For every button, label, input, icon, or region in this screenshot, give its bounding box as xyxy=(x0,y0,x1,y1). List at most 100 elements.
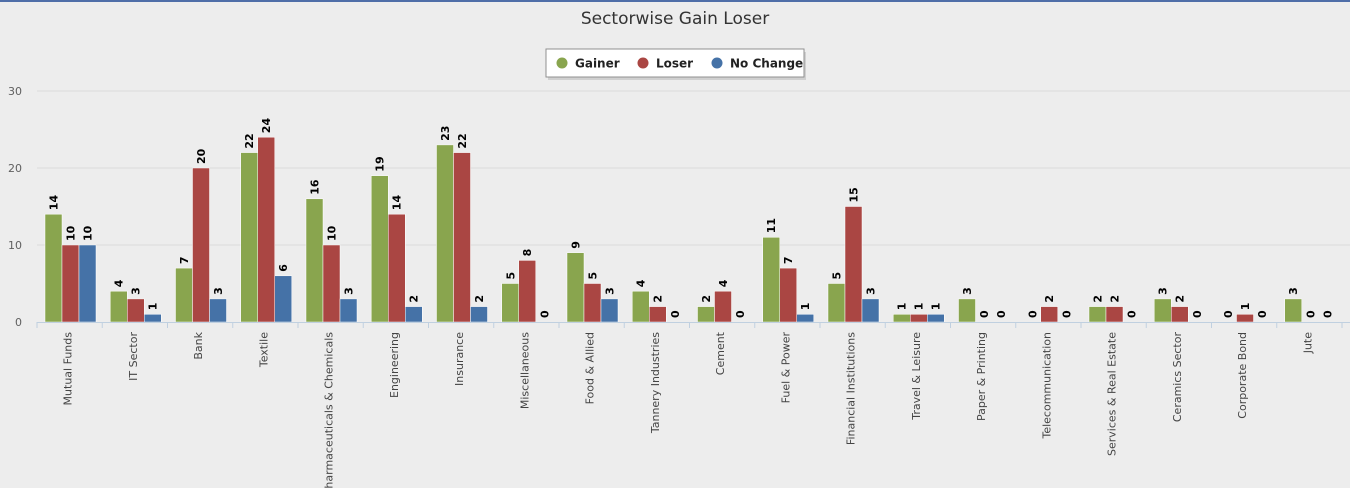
data-label: 4 xyxy=(113,279,126,287)
data-label: 20 xyxy=(195,148,208,164)
bar-loser[interactable] xyxy=(322,244,341,323)
bar-loser[interactable] xyxy=(1171,306,1189,323)
bar-loser[interactable] xyxy=(649,306,667,323)
bar-loser[interactable] xyxy=(453,152,471,323)
data-label: 7 xyxy=(782,256,795,264)
y-tick-label: 20 xyxy=(8,162,22,175)
legend: Gainer Loser No Change xyxy=(545,48,806,80)
data-label: 1 xyxy=(896,303,909,311)
bar-gainer[interactable] xyxy=(1088,306,1107,323)
bar-gainer[interactable] xyxy=(1154,298,1172,323)
bar-no-change[interactable] xyxy=(78,244,97,323)
bar-gainer[interactable] xyxy=(240,152,258,323)
x-category-label: Pharmaceuticals & Chemicals xyxy=(323,332,336,488)
chart-title: Sectorwise Gain Loser xyxy=(581,9,769,29)
bar-loser[interactable] xyxy=(257,136,275,323)
x-category-label: IT Sector xyxy=(127,332,140,381)
legend-marker-icon xyxy=(711,57,723,69)
x-category-label: Jute xyxy=(1301,332,1314,355)
bar-no-change[interactable] xyxy=(796,314,814,323)
data-label: 0 xyxy=(538,310,551,318)
data-label: 0 xyxy=(995,310,1008,318)
data-label: 19 xyxy=(374,156,387,171)
legend-item-loser[interactable]: Loser xyxy=(637,57,694,71)
bar-loser[interactable] xyxy=(61,244,80,323)
bar-no-change[interactable] xyxy=(339,298,358,323)
data-label: 1 xyxy=(799,303,812,311)
data-label: 2 xyxy=(1174,295,1187,303)
data-label: 14 xyxy=(48,195,61,211)
bar-gainer[interactable] xyxy=(632,290,650,323)
bar-loser[interactable] xyxy=(1040,306,1058,323)
bar-gainer[interactable] xyxy=(893,314,911,323)
data-label: 4 xyxy=(717,279,730,287)
data-label: 1 xyxy=(930,303,943,311)
legend-item-no-change[interactable]: No Change xyxy=(711,57,804,71)
x-category-label: Travel & Leisure xyxy=(910,332,923,421)
legend-item-gainer[interactable]: Gainer xyxy=(556,57,620,71)
bar-gainer[interactable] xyxy=(697,306,715,323)
x-category-label: Food & Allied xyxy=(584,332,597,404)
bar-loser[interactable] xyxy=(518,260,536,323)
data-label: 3 xyxy=(1157,287,1170,295)
bar-no-change[interactable] xyxy=(144,314,162,323)
bar-gainer[interactable] xyxy=(305,198,324,323)
data-label: 3 xyxy=(343,287,356,295)
data-label: 0 xyxy=(734,310,747,318)
bar-gainer[interactable] xyxy=(501,283,519,323)
bar-no-change[interactable] xyxy=(470,306,488,323)
bar-loser[interactable] xyxy=(910,314,928,323)
bar-loser[interactable] xyxy=(844,206,863,323)
bar-no-change[interactable] xyxy=(927,314,945,323)
bar-gainer[interactable] xyxy=(762,237,780,323)
bar-gainer[interactable] xyxy=(827,283,846,323)
bar-no-change[interactable] xyxy=(405,306,423,323)
data-label: 2 xyxy=(1092,295,1105,303)
data-label: 14 xyxy=(391,195,404,211)
bar-no-change[interactable] xyxy=(209,298,227,323)
data-label: 0 xyxy=(1321,310,1334,318)
bar-gainer[interactable] xyxy=(110,290,128,323)
bar-loser[interactable] xyxy=(127,298,145,323)
x-category-label: Bank xyxy=(192,331,205,359)
bar-gainer[interactable] xyxy=(44,213,63,323)
data-label: 10 xyxy=(326,225,339,241)
bar-loser[interactable] xyxy=(714,290,732,323)
data-label: 0 xyxy=(1126,310,1139,318)
y-tick-label: 10 xyxy=(8,239,22,252)
x-category-label: Mutual Funds xyxy=(62,332,75,406)
data-label: 0 xyxy=(1256,310,1269,318)
data-label: 0 xyxy=(1222,310,1235,318)
x-category-label: Paper & Printing xyxy=(975,332,988,421)
data-label: 8 xyxy=(521,249,534,257)
bar-gainer[interactable] xyxy=(1284,298,1302,323)
bar-gainer[interactable] xyxy=(175,267,193,323)
bar-loser[interactable] xyxy=(192,167,210,323)
bar-gainer[interactable] xyxy=(371,175,389,323)
x-category-label: Engineering xyxy=(388,332,401,398)
bar-no-change[interactable] xyxy=(861,298,880,323)
data-label: 15 xyxy=(848,187,861,202)
data-label: 0 xyxy=(669,310,682,318)
bar-loser[interactable] xyxy=(1236,314,1254,323)
bar-loser[interactable] xyxy=(388,213,406,323)
data-label: 22 xyxy=(243,133,256,148)
data-label: 0 xyxy=(1304,310,1317,318)
data-label: 2 xyxy=(652,295,665,303)
data-label: 2 xyxy=(408,295,421,303)
x-category-label: Fuel & Power xyxy=(779,332,792,404)
bar-gainer[interactable] xyxy=(958,298,976,323)
bar-loser[interactable] xyxy=(779,267,797,323)
data-label: 9 xyxy=(570,241,583,249)
bar-no-change[interactable] xyxy=(274,275,292,323)
bar-gainer[interactable] xyxy=(566,252,585,323)
data-label: 24 xyxy=(260,118,273,134)
bar-no-change[interactable] xyxy=(600,298,619,323)
bar-loser[interactable] xyxy=(1105,306,1124,323)
x-category-label: Textile xyxy=(257,332,270,368)
bar-loser[interactable] xyxy=(583,283,602,323)
legend-label: No Change xyxy=(730,57,803,71)
data-label: 23 xyxy=(439,126,452,141)
bar-gainer[interactable] xyxy=(436,144,454,323)
